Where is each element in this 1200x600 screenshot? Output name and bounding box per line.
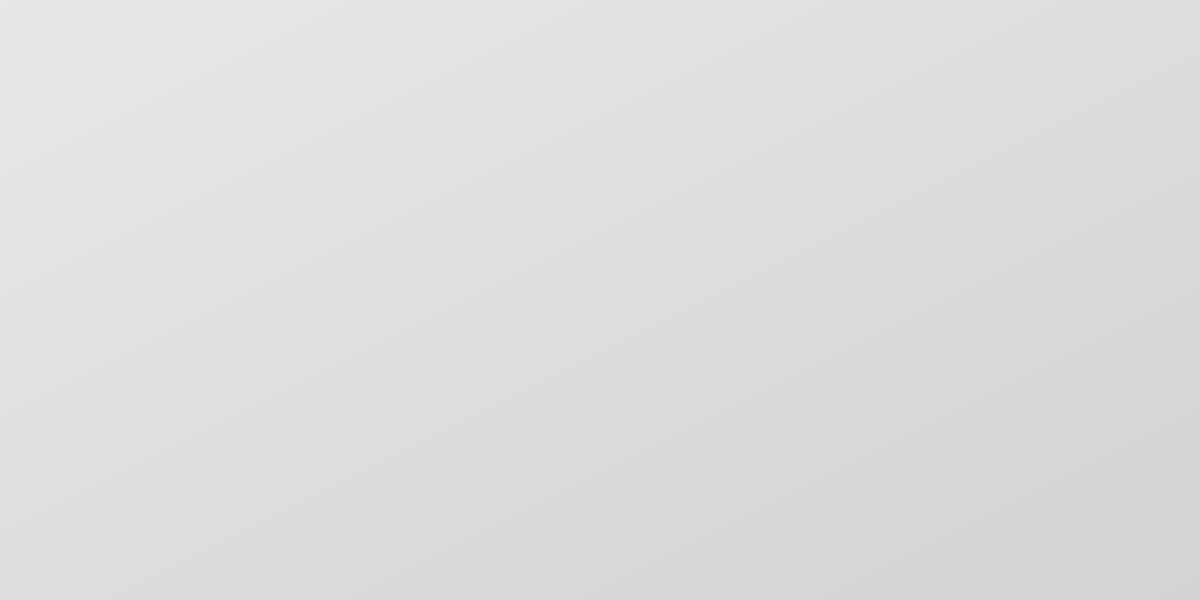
Legend: 2023, 2032: 2023, 2032 — [806, 76, 996, 106]
Text: 27.5: 27.5 — [162, 351, 197, 365]
Bar — [372, 395, 428, 492]
Bar — [574, 485, 630, 492]
Bar — [170, 370, 227, 492]
Text: Low Voltage Power And Control Cable Market, By Regional, 2023 & 2032: Low Voltage Power And Control Cable Mark… — [96, 31, 950, 55]
Bar — [630, 439, 686, 492]
Y-axis label: Market Size in USD Billion: Market Size in USD Billion — [70, 184, 85, 380]
Bar — [832, 169, 888, 492]
Bar — [428, 165, 485, 492]
Bar — [1033, 172, 1090, 492]
Bar — [977, 391, 1033, 492]
Bar — [227, 173, 283, 492]
Bar — [775, 386, 832, 492]
